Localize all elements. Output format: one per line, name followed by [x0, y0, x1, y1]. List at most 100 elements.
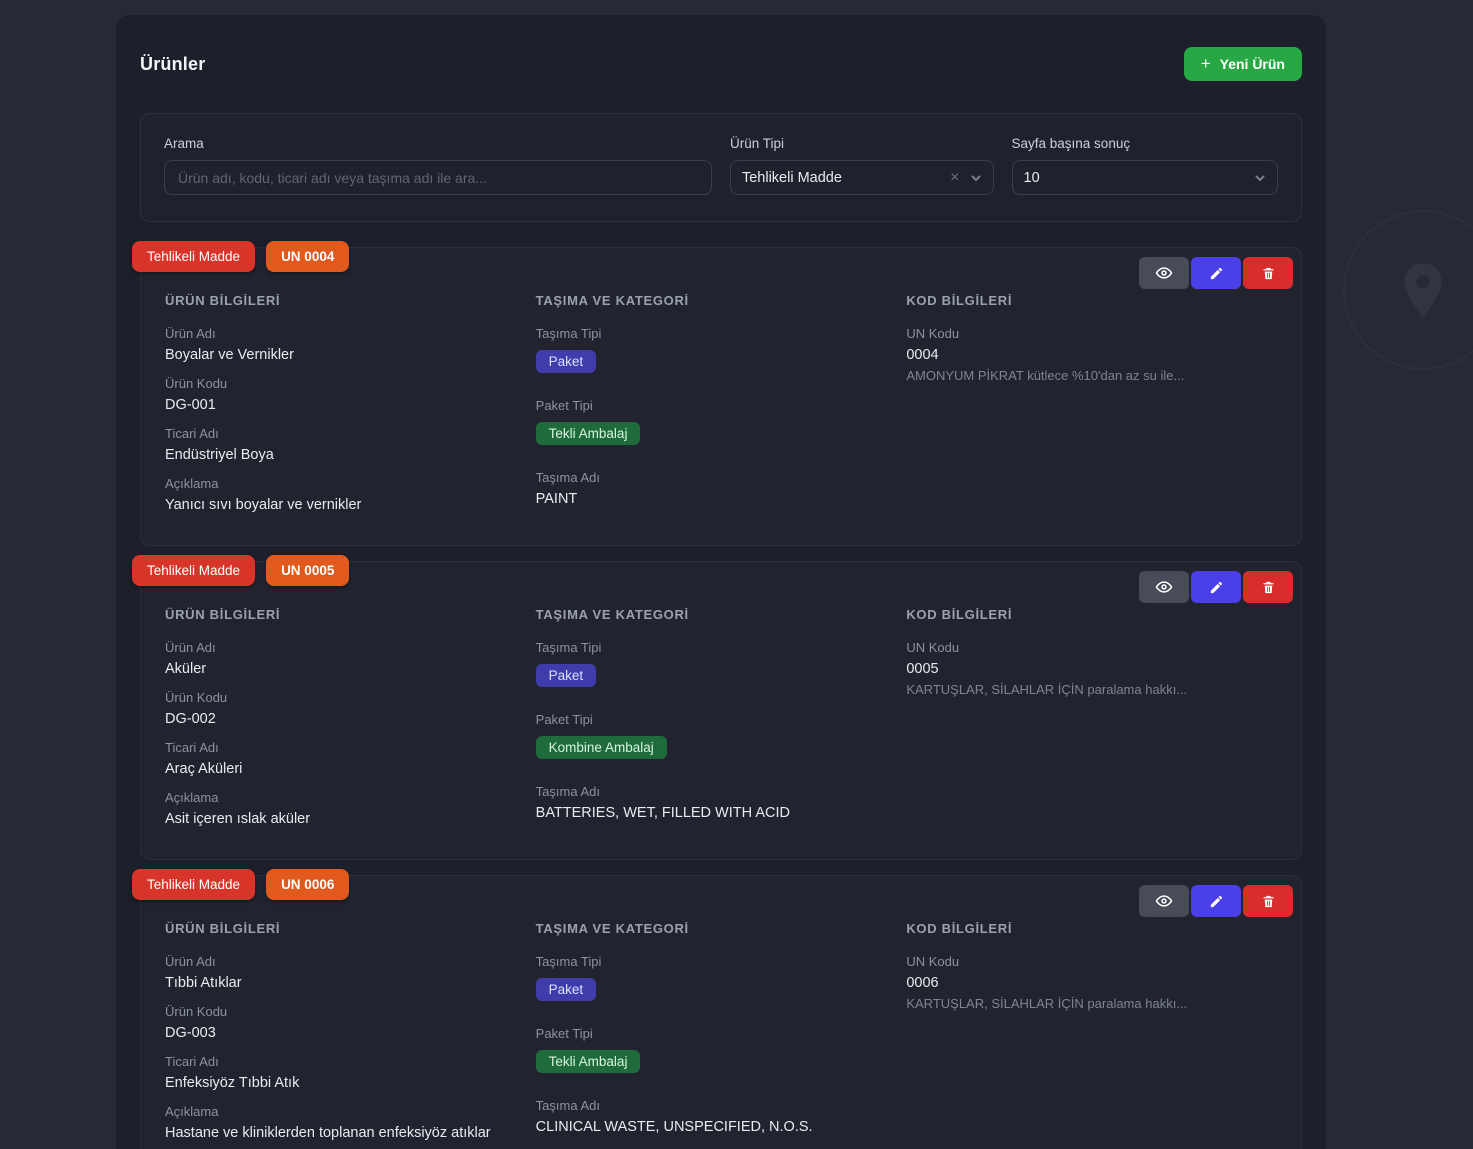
trade-name-label: Ticari Adı: [165, 1054, 219, 1069]
delete-button[interactable]: [1243, 571, 1293, 603]
product-name-value: Tıbbi Atıklar: [165, 975, 242, 991]
un-badge: UN 0004: [266, 241, 350, 272]
un-code-value: 0005: [906, 661, 939, 677]
trade-name-value: Araç Aküleri: [165, 761, 243, 777]
delete-button[interactable]: [1243, 257, 1293, 289]
trash-icon: [1263, 895, 1273, 907]
new-product-button[interactable]: + Yeni Ürün: [1183, 47, 1302, 81]
un-code-label: UN Kodu: [906, 954, 960, 969]
search-input[interactable]: [164, 160, 712, 195]
section-code-info: KOD BİLGİLERİ: [906, 921, 1013, 936]
un-badge: UN 0005: [266, 555, 350, 586]
package-type-chip: Tekli Ambalaj: [535, 422, 641, 445]
product-name-label: Ürün Adı: [165, 326, 216, 341]
card-content: ÜRÜN BİLGİLERİ Ürün Adı Boyalar ve Vernik…: [141, 248, 1301, 526]
trade-name-label: Ticari Adı: [165, 740, 219, 755]
type-badge: Tehlikeli Madde: [132, 869, 256, 900]
un-code-value: 0004: [906, 347, 939, 363]
pencil-icon: [1210, 267, 1222, 279]
chevron-down-icon: [1255, 174, 1265, 181]
product-name-label: Ürün Adı: [165, 954, 216, 969]
package-type-label: Paket Tipi: [535, 712, 593, 727]
per-page-group: Sayfa başına sonuç 10: [1011, 136, 1278, 195]
shipping-name-value: CLINICAL WASTE, UNSPECIFIED, N.O.S.: [535, 1119, 813, 1135]
card-actions: [1139, 257, 1293, 289]
section-product-info: ÜRÜN BİLGİLERİ: [165, 293, 281, 308]
transport-type-label: Taşıma Tipi: [535, 640, 602, 655]
section-code-info: KOD BİLGİLERİ: [906, 607, 1013, 622]
card-badges: Tehlikeli Madde UN 0005: [132, 555, 350, 586]
product-code-label: Ürün Kodu: [165, 690, 228, 705]
transport-column: TAŞIMA VE KATEGORİ Taşıma Tipi Paket Pake…: [535, 921, 907, 1149]
product-info-column: ÜRÜN BİLGİLERİ Ürün Adı Boyalar ve Vernik…: [165, 293, 536, 526]
clear-icon[interactable]: ×: [950, 168, 960, 186]
type-badge: Tehlikeli Madde: [132, 241, 256, 272]
card-badges: Tehlikeli Madde UN 0006: [132, 869, 350, 900]
package-type-chip: Kombine Ambalaj: [535, 736, 667, 759]
product-name-label: Ürün Adı: [165, 640, 216, 655]
product-type-value: Tehlikeli Madde: [741, 169, 842, 186]
edit-button[interactable]: [1191, 571, 1241, 603]
section-product-info: ÜRÜN BİLGİLERİ: [165, 607, 281, 622]
description-label: Açıklama: [165, 476, 219, 491]
filter-bar: Arama Ürün Tipi Tehlikeli Madde × Sayfa …: [140, 113, 1302, 222]
transport-column: TAŞIMA VE KATEGORİ Taşıma Tipi Paket Pake…: [535, 293, 907, 526]
product-card: Tehlikeli Madde UN 0006 ÜRÜN BİLGİLERİ Ü…: [132, 869, 1302, 1149]
per-page-select[interactable]: 10: [1011, 160, 1278, 195]
code-column: KOD BİLGİLERİ UN Kodu 0004 AMONYUM PİKRA…: [906, 293, 1277, 526]
view-button[interactable]: [1139, 885, 1189, 917]
trade-name-value: Endüstriyel Boya: [165, 447, 274, 463]
delete-button[interactable]: [1243, 885, 1293, 917]
package-type-label: Paket Tipi: [535, 398, 593, 413]
section-transport: TAŞIMA VE KATEGORİ: [535, 607, 689, 622]
card-actions: [1139, 885, 1293, 917]
view-button[interactable]: [1139, 571, 1189, 603]
product-type-label: Ürün Tipi: [729, 136, 785, 151]
map-pin-watermark-icon: [1343, 210, 1473, 370]
card-content: ÜRÜN BİLGİLERİ Ürün Adı Tıbbi Atıklar Ürü…: [141, 876, 1301, 1149]
pencil-icon: [1210, 895, 1222, 907]
edit-button[interactable]: [1191, 257, 1241, 289]
description-value: Yanıcı sıvı boyalar ve vernikler: [165, 497, 362, 513]
trade-name-label: Ticari Adı: [165, 426, 219, 441]
description-label: Açıklama: [165, 790, 219, 805]
card-content: ÜRÜN BİLGİLERİ Ürün Adı Aküler Ürün Kodu D…: [141, 562, 1301, 840]
product-code-label: Ürün Kodu: [165, 1004, 228, 1019]
eye-icon: [1155, 581, 1173, 593]
transport-column: TAŞIMA VE KATEGORİ Taşıma Tipi Paket Pake…: [535, 607, 907, 840]
description-label: Açıklama: [165, 1104, 219, 1119]
un-code-value: 0006: [906, 975, 939, 991]
shipping-name-value: BATTERIES, WET, FILLED WITH ACID: [535, 805, 790, 821]
eye-icon: [1155, 267, 1173, 279]
product-code-value: DG-002: [165, 711, 216, 727]
per-page-value: 10: [1023, 169, 1040, 186]
package-type-label: Paket Tipi: [535, 1026, 593, 1041]
card-badges: Tehlikeli Madde UN 0004: [132, 241, 350, 272]
product-code-value: DG-001: [165, 397, 216, 413]
trash-icon: [1263, 581, 1273, 593]
shipping-name-label: Taşıma Adı: [535, 1098, 600, 1113]
transport-type-label: Taşıma Tipi: [535, 326, 602, 341]
description-value: Asit içeren ıslak aküler: [165, 811, 311, 827]
view-button[interactable]: [1139, 257, 1189, 289]
pencil-icon: [1210, 581, 1222, 593]
product-name-value: Aküler: [165, 661, 207, 677]
transport-type-chip: Paket: [535, 350, 597, 373]
code-column: KOD BİLGİLERİ UN Kodu 0006 KARTUŞLAR, Sİ…: [906, 921, 1277, 1149]
chevron-down-icon: [970, 174, 981, 181]
section-code-info: KOD BİLGİLERİ: [906, 293, 1013, 308]
code-column: KOD BİLGİLERİ UN Kodu 0005 KARTUŞLAR, Sİ…: [906, 607, 1277, 840]
per-page-label: Sayfa başına sonuç: [1011, 136, 1131, 151]
panel-header: Ürünler + Yeni Ürün: [140, 45, 1302, 83]
shipping-name-value: PAINT: [535, 491, 578, 507]
transport-type-chip: Paket: [535, 664, 597, 687]
un-code-description: KARTUŞLAR, SİLAHLAR İÇİN paralama hakkı.…: [906, 682, 1188, 697]
edit-button[interactable]: [1191, 885, 1241, 917]
trash-icon: [1263, 267, 1273, 279]
transport-type-label: Taşıma Tipi: [535, 954, 602, 969]
description-value: Hastane ve kliniklerden toplanan enfeksi…: [165, 1125, 491, 1141]
page-title: Ürünler: [140, 53, 206, 74]
product-type-select[interactable]: Tehlikeli Madde ×: [729, 160, 994, 195]
product-card: Tehlikeli Madde UN 0004 ÜRÜN BİLGİLERİ Ü…: [132, 241, 1302, 546]
un-code-description: KARTUŞLAR, SİLAHLAR İÇİN paralama hakkı.…: [906, 996, 1188, 1011]
